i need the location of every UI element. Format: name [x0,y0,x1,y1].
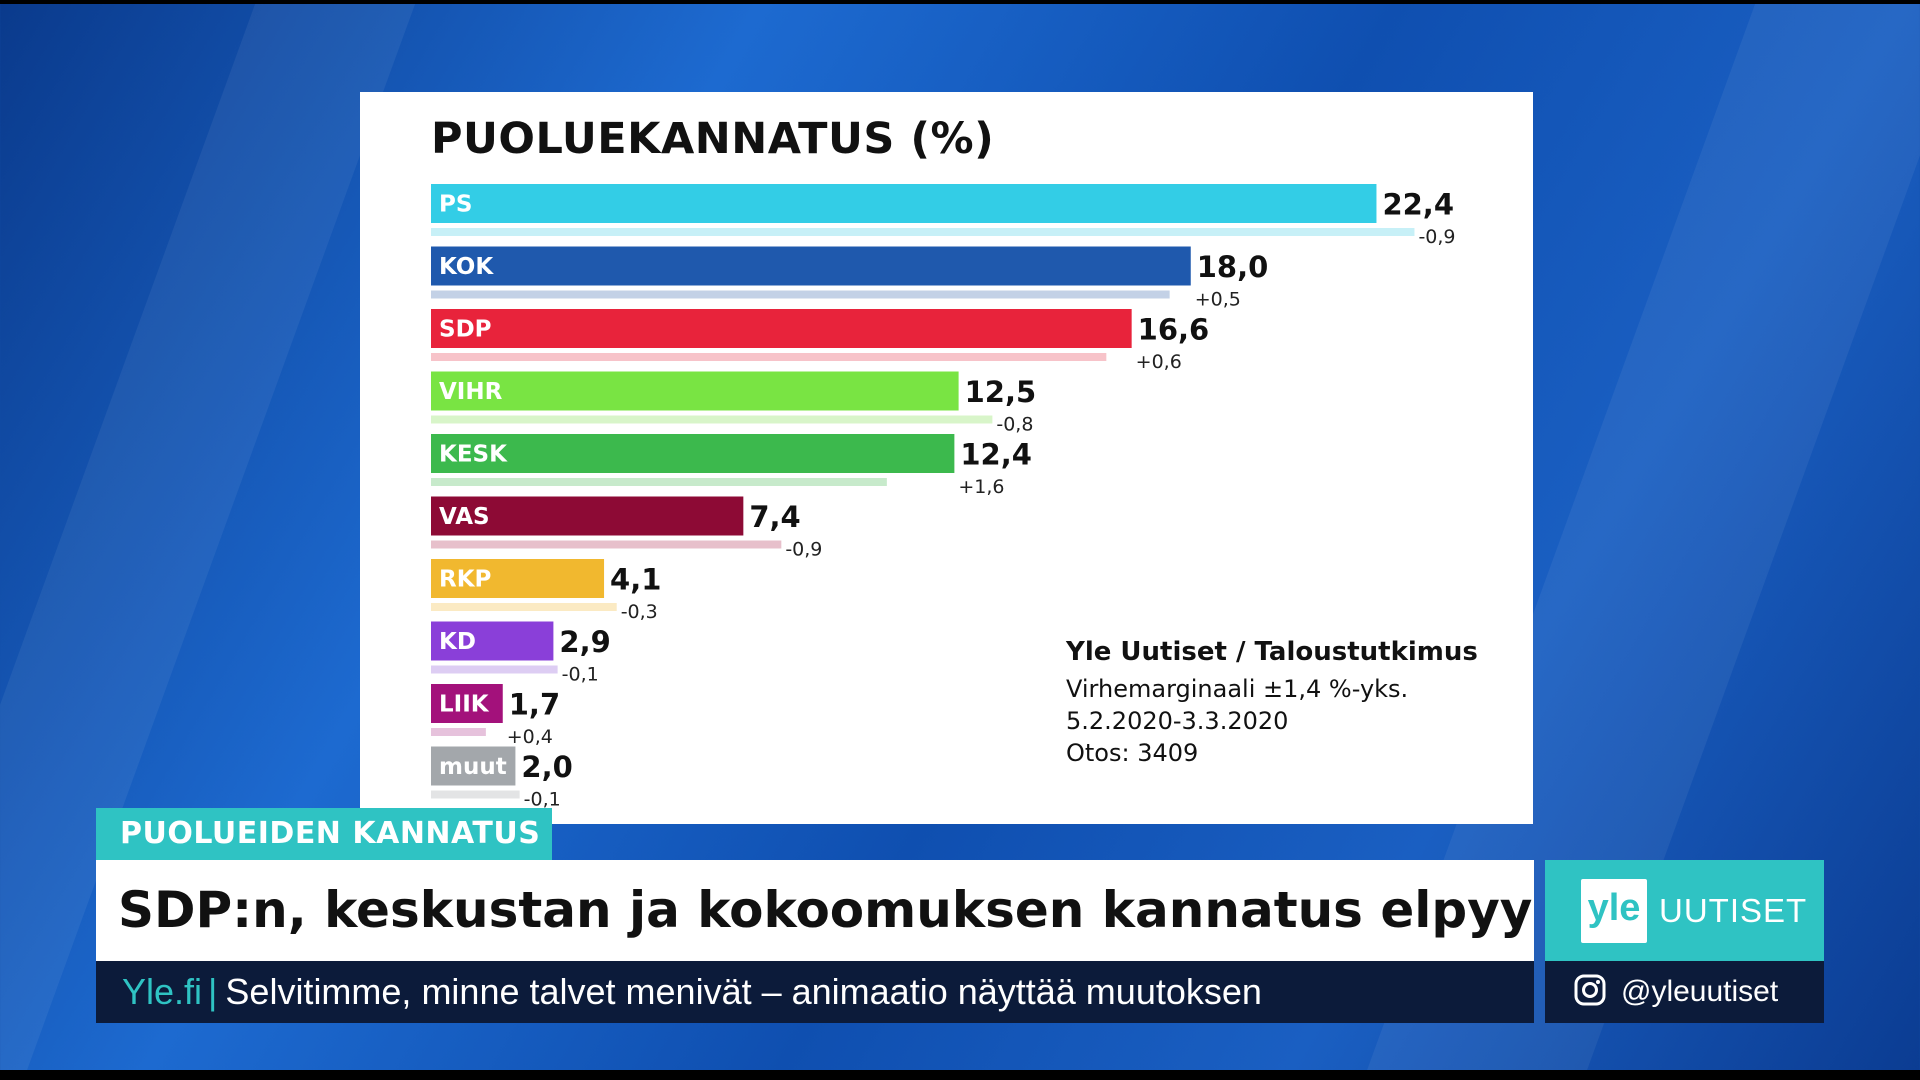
value-label: 22,4 [1382,188,1454,222]
yle-badge: yle [1581,878,1647,943]
value-label: 4,1 [610,563,661,597]
headline: SDP:n, keskustan ja kokoomuksen kannatus… [96,860,1534,961]
source-box: Yle Uutiset / Taloustutkimus Virhemargin… [1066,637,1478,769]
value-label: 2,0 [521,750,572,784]
chart-card: PS 22,4 -0,9 KOK 18,0 +0,5 SDP 16,6 +0,6 VIHR 12,5… [360,92,1533,824]
yle-uutiset-logo: yle UUTISET [1545,860,1824,961]
bar-chart: PS 22,4 -0,9 KOK 18,0 +0,5 SDP 16,6 +0,6 VIHR 12,5… [431,184,1456,811]
party-label: KD [439,629,476,655]
sample-size: Otos: 3409 [1066,739,1199,767]
bar-ps [431,184,1377,223]
change-label: -0,3 [621,601,658,623]
previous-bar-sdp [431,353,1107,361]
party-label: VAS [439,504,490,530]
value-label: 2,9 [559,625,610,659]
change-label: -0,9 [785,539,822,561]
change-label: +0,6 [1136,351,1182,373]
change-label: -0,1 [562,664,599,686]
margin-of-error: Virhemarginaali ±1,4 %-yks. [1066,675,1409,703]
party-label: RKP [439,567,491,593]
letterbox-bottom [0,1070,1920,1080]
social-handle: @yleuutiset [1621,975,1779,1008]
change-label: -0,1 [524,789,561,811]
change-label: +0,4 [507,726,553,748]
topic-tag: PUOLUEIDEN KANNATUS [96,808,552,860]
bar-kok [431,246,1191,286]
previous-bar-kok [431,290,1170,299]
change-label: +1,6 [958,476,1004,498]
party-label: KOK [439,254,494,280]
value-label: 1,7 [509,688,560,722]
previous-bar-muut [431,790,520,799]
bar-liik [431,684,503,723]
ticker-source: Yle.fi [122,971,203,1012]
value-label: 7,4 [749,500,800,534]
news-ticker: Yle.fi | Selvitimme, minne talvet menivät … [96,961,1534,1023]
bar-sdp [431,309,1132,348]
party-label: LIIK [439,692,490,718]
source-title: Yle Uutiset / Taloustutkimus [1066,637,1478,667]
bar-rkp [431,559,605,598]
value-label: 18,0 [1197,250,1269,284]
bar-kd [431,621,554,661]
change-label: +0,5 [1195,289,1241,311]
bar-vas [431,496,744,536]
party-label: muut [439,754,507,780]
previous-bar-kd [431,665,558,674]
bar-vihr [431,371,959,411]
ticker-separator: | [208,971,218,1012]
bar-kesk [431,434,955,473]
value-label: 12,4 [960,438,1032,472]
party-label: PS [439,192,472,218]
value-label: 16,6 [1138,313,1210,347]
instagram-icon [1573,973,1607,1011]
previous-bar-kesk [431,478,887,486]
chart-title: PUOLUEKANNATUS (%) [431,114,995,164]
previous-bar-rkp [431,603,617,611]
letterbox-top [0,0,1920,4]
social-box: @yleuutiset [1545,961,1824,1023]
previous-bar-liik [431,728,486,736]
previous-bar-vas [431,540,782,549]
logo-text: UUTISET [1659,891,1808,929]
party-label: KESK [439,442,508,468]
bar-muut [431,746,516,786]
ticker-text: Selvitimme, minne talvet menivät – anima… [225,971,1262,1012]
change-label: -0,9 [1418,226,1455,248]
survey-period: 5.2.2020-3.3.2020 [1066,707,1289,735]
party-label: VIHR [439,379,503,405]
change-label: -0,8 [996,414,1033,436]
previous-bar-vihr [431,415,993,424]
previous-bar-ps [431,228,1415,236]
party-label: SDP [439,317,492,343]
value-label: 12,5 [965,375,1037,409]
